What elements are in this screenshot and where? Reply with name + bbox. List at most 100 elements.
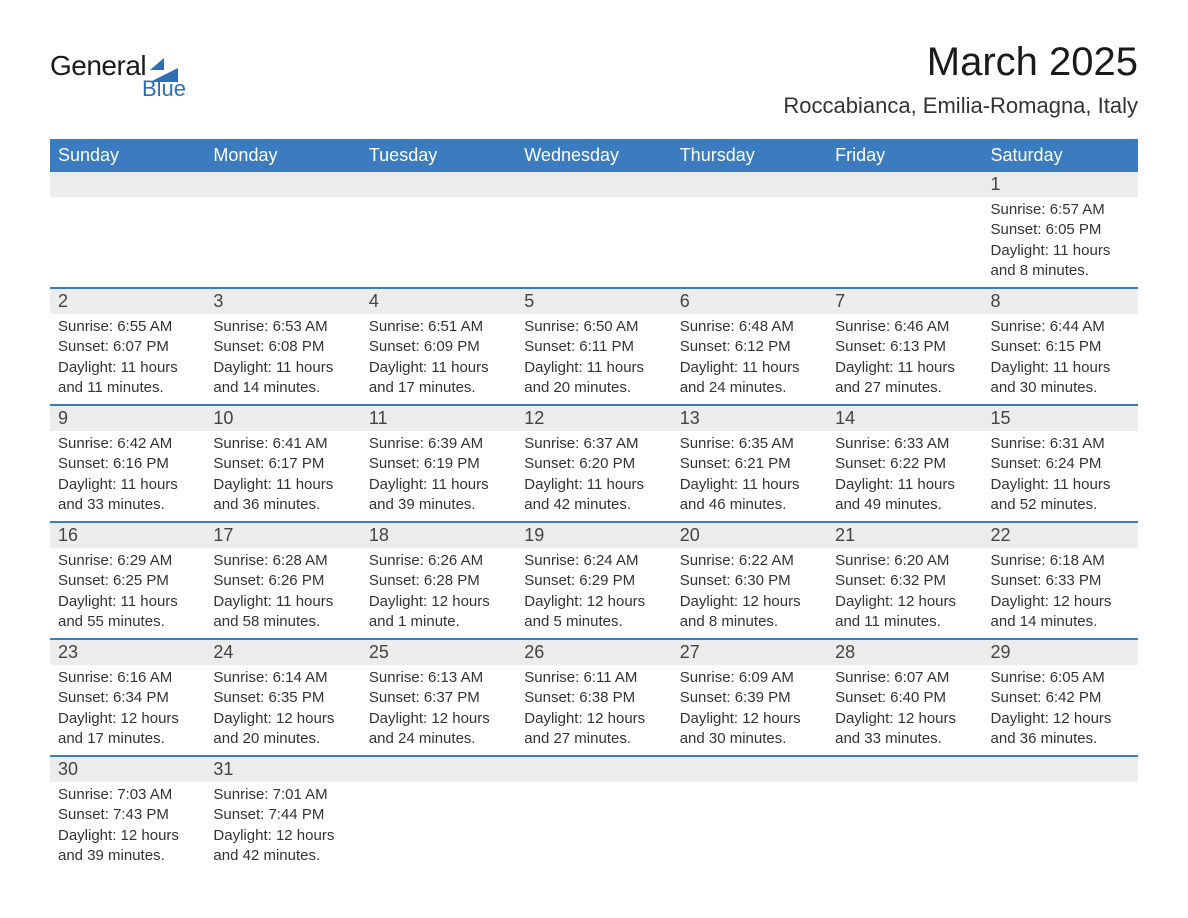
day-detail-cell: Sunrise: 6:24 AMSunset: 6:29 PMDaylight:… bbox=[516, 548, 671, 639]
day-number-cell: 3 bbox=[205, 288, 360, 314]
day-number-cell: 12 bbox=[516, 405, 671, 431]
calendar-body: 1Sunrise: 6:57 AMSunset: 6:05 PMDaylight… bbox=[50, 172, 1138, 872]
day-dl2: and 42 minutes. bbox=[524, 495, 663, 515]
col-friday: Friday bbox=[827, 139, 982, 172]
day-sunrise: Sunrise: 6:50 AM bbox=[524, 317, 663, 337]
week-number-row: 9101112131415 bbox=[50, 405, 1138, 431]
day-detail-cell bbox=[827, 197, 982, 288]
day-dl1: Daylight: 12 hours bbox=[58, 826, 197, 846]
day-sunset: Sunset: 6:39 PM bbox=[680, 688, 819, 708]
day-dl1: Daylight: 11 hours bbox=[991, 475, 1130, 495]
day-sunrise: Sunrise: 6:09 AM bbox=[680, 668, 819, 688]
day-number-cell: 19 bbox=[516, 522, 671, 548]
day-dl2: and 1 minute. bbox=[369, 612, 508, 632]
day-dl2: and 14 minutes. bbox=[991, 612, 1130, 632]
day-sunrise: Sunrise: 6:14 AM bbox=[213, 668, 352, 688]
day-sunrise: Sunrise: 6:51 AM bbox=[369, 317, 508, 337]
calendar-table: Sunday Monday Tuesday Wednesday Thursday… bbox=[50, 139, 1138, 872]
day-dl2: and 33 minutes. bbox=[835, 729, 974, 749]
day-dl1: Daylight: 11 hours bbox=[524, 358, 663, 378]
day-detail-cell bbox=[516, 782, 671, 872]
day-detail-cell bbox=[983, 782, 1138, 872]
day-sunset: Sunset: 6:20 PM bbox=[524, 454, 663, 474]
day-dl2: and 20 minutes. bbox=[213, 729, 352, 749]
day-detail-cell: Sunrise: 6:42 AMSunset: 6:16 PMDaylight:… bbox=[50, 431, 205, 522]
day-number-cell bbox=[361, 172, 516, 197]
day-dl1: Daylight: 11 hours bbox=[369, 358, 508, 378]
day-number-cell: 2 bbox=[50, 288, 205, 314]
day-sunset: Sunset: 6:09 PM bbox=[369, 337, 508, 357]
day-dl2: and 5 minutes. bbox=[524, 612, 663, 632]
day-dl1: Daylight: 11 hours bbox=[58, 358, 197, 378]
day-detail-cell: Sunrise: 6:28 AMSunset: 6:26 PMDaylight:… bbox=[205, 548, 360, 639]
day-dl1: Daylight: 11 hours bbox=[58, 592, 197, 612]
day-sunset: Sunset: 6:12 PM bbox=[680, 337, 819, 357]
day-detail-cell: Sunrise: 6:22 AMSunset: 6:30 PMDaylight:… bbox=[672, 548, 827, 639]
day-number-cell bbox=[827, 172, 982, 197]
day-sunset: Sunset: 6:26 PM bbox=[213, 571, 352, 591]
day-sunset: Sunset: 6:32 PM bbox=[835, 571, 974, 591]
day-sunset: Sunset: 6:21 PM bbox=[680, 454, 819, 474]
day-detail-cell: Sunrise: 6:09 AMSunset: 6:39 PMDaylight:… bbox=[672, 665, 827, 756]
day-sunset: Sunset: 6:25 PM bbox=[58, 571, 197, 591]
day-number-cell bbox=[672, 756, 827, 782]
day-detail-cell: Sunrise: 6:37 AMSunset: 6:20 PMDaylight:… bbox=[516, 431, 671, 522]
day-number-cell bbox=[827, 756, 982, 782]
week-detail-row: Sunrise: 6:57 AMSunset: 6:05 PMDaylight:… bbox=[50, 197, 1138, 288]
day-sunset: Sunset: 6:28 PM bbox=[369, 571, 508, 591]
day-dl1: Daylight: 12 hours bbox=[835, 592, 974, 612]
day-dl1: Daylight: 11 hours bbox=[991, 358, 1130, 378]
day-sunrise: Sunrise: 6:57 AM bbox=[991, 200, 1130, 220]
day-detail-cell: Sunrise: 7:01 AMSunset: 7:44 PMDaylight:… bbox=[205, 782, 360, 872]
day-dl2: and 14 minutes. bbox=[213, 378, 352, 398]
week-number-row: 1 bbox=[50, 172, 1138, 197]
day-detail-cell bbox=[827, 782, 982, 872]
day-number-cell bbox=[205, 172, 360, 197]
day-sunrise: Sunrise: 6:41 AM bbox=[213, 434, 352, 454]
day-dl2: and 27 minutes. bbox=[835, 378, 974, 398]
day-detail-cell bbox=[672, 782, 827, 872]
day-number-cell: 5 bbox=[516, 288, 671, 314]
month-title: March 2025 bbox=[783, 40, 1138, 85]
day-sunrise: Sunrise: 6:35 AM bbox=[680, 434, 819, 454]
logo-text-blue: Blue bbox=[142, 76, 186, 102]
day-detail-cell: Sunrise: 6:18 AMSunset: 6:33 PMDaylight:… bbox=[983, 548, 1138, 639]
day-detail-cell: Sunrise: 6:50 AMSunset: 6:11 PMDaylight:… bbox=[516, 314, 671, 405]
day-dl2: and 39 minutes. bbox=[369, 495, 508, 515]
week-number-row: 3031 bbox=[50, 756, 1138, 782]
day-sunrise: Sunrise: 6:28 AM bbox=[213, 551, 352, 571]
day-dl2: and 55 minutes. bbox=[58, 612, 197, 632]
day-detail-cell: Sunrise: 6:29 AMSunset: 6:25 PMDaylight:… bbox=[50, 548, 205, 639]
day-dl2: and 46 minutes. bbox=[680, 495, 819, 515]
day-sunset: Sunset: 6:35 PM bbox=[213, 688, 352, 708]
day-detail-cell bbox=[361, 782, 516, 872]
day-sunset: Sunset: 6:40 PM bbox=[835, 688, 974, 708]
day-dl2: and 17 minutes. bbox=[58, 729, 197, 749]
week-detail-row: Sunrise: 6:16 AMSunset: 6:34 PMDaylight:… bbox=[50, 665, 1138, 756]
day-number-cell: 31 bbox=[205, 756, 360, 782]
day-dl1: Daylight: 12 hours bbox=[213, 826, 352, 846]
day-sunrise: Sunrise: 6:20 AM bbox=[835, 551, 974, 571]
day-detail-cell: Sunrise: 6:44 AMSunset: 6:15 PMDaylight:… bbox=[983, 314, 1138, 405]
day-dl2: and 30 minutes. bbox=[680, 729, 819, 749]
day-sunrise: Sunrise: 6:44 AM bbox=[991, 317, 1130, 337]
day-detail-cell: Sunrise: 6:20 AMSunset: 6:32 PMDaylight:… bbox=[827, 548, 982, 639]
day-dl1: Daylight: 11 hours bbox=[835, 475, 974, 495]
day-dl1: Daylight: 12 hours bbox=[369, 709, 508, 729]
day-sunrise: Sunrise: 6:13 AM bbox=[369, 668, 508, 688]
day-number-cell: 16 bbox=[50, 522, 205, 548]
day-sunrise: Sunrise: 6:48 AM bbox=[680, 317, 819, 337]
day-sunrise: Sunrise: 6:05 AM bbox=[991, 668, 1130, 688]
day-detail-cell: Sunrise: 6:57 AMSunset: 6:05 PMDaylight:… bbox=[983, 197, 1138, 288]
day-detail-cell: Sunrise: 6:07 AMSunset: 6:40 PMDaylight:… bbox=[827, 665, 982, 756]
day-sunrise: Sunrise: 6:55 AM bbox=[58, 317, 197, 337]
day-number-cell bbox=[361, 756, 516, 782]
day-detail-cell: Sunrise: 7:03 AMSunset: 7:43 PMDaylight:… bbox=[50, 782, 205, 872]
day-dl2: and 58 minutes. bbox=[213, 612, 352, 632]
title-block: March 2025 Roccabianca, Emilia-Romagna, … bbox=[783, 40, 1138, 119]
day-dl2: and 20 minutes. bbox=[524, 378, 663, 398]
col-thursday: Thursday bbox=[672, 139, 827, 172]
day-detail-cell: Sunrise: 6:53 AMSunset: 6:08 PMDaylight:… bbox=[205, 314, 360, 405]
day-detail-cell: Sunrise: 6:51 AMSunset: 6:09 PMDaylight:… bbox=[361, 314, 516, 405]
day-detail-cell: Sunrise: 6:26 AMSunset: 6:28 PMDaylight:… bbox=[361, 548, 516, 639]
